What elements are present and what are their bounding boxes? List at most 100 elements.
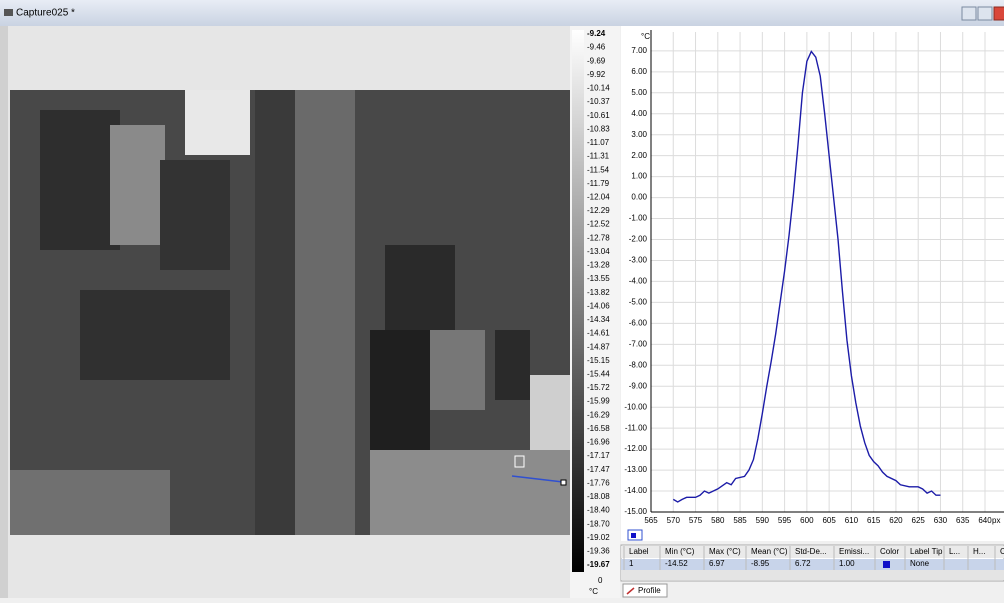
colorbar-label: -9.69: [587, 56, 606, 65]
tab-label: Profile: [638, 586, 661, 595]
y-tick-label: -9.00: [629, 381, 648, 390]
x-tick-label: 610: [845, 516, 859, 525]
y-tick-label: 6.00: [631, 67, 647, 76]
column-header: Color: [880, 547, 899, 556]
colorbar-label: -10.61: [587, 111, 610, 120]
colorbar-label: -17.47: [587, 465, 610, 474]
column-header: Label: [629, 547, 649, 556]
title-bar: [0, 0, 1004, 26]
y-tick-label: -13.00: [624, 465, 647, 474]
color-swatch: [883, 561, 890, 568]
y-tick-label: -1.00: [629, 214, 648, 223]
x-axis-label: px: [992, 516, 1000, 525]
colorbar-unit: °C: [589, 587, 598, 596]
y-tick-label: -12.00: [624, 444, 647, 453]
colorbar-label: -17.76: [587, 478, 610, 487]
colorbar-label: -14.87: [587, 342, 610, 351]
colorbar-label: -12.52: [587, 220, 610, 229]
colorbar-label: -18.70: [587, 519, 610, 528]
maximize-button[interactable]: [978, 7, 992, 20]
column-header: Min (°C): [665, 547, 695, 556]
panel-border: [0, 26, 8, 598]
column-header: Emissi...: [839, 547, 869, 556]
x-tick-label: 620: [889, 516, 903, 525]
y-tick-label: -4.00: [629, 277, 648, 286]
x-tick-label: 635: [956, 516, 970, 525]
column-header: Mean (°C): [751, 547, 788, 556]
colorbar-label: -12.04: [587, 192, 610, 201]
scrollbar[interactable]: [621, 570, 1004, 580]
column-header: Std-De...: [795, 547, 827, 556]
x-tick-label: 600: [800, 516, 814, 525]
colorbar-label: -15.99: [587, 397, 610, 406]
colorbar-label: -14.61: [587, 329, 610, 338]
colorbar-label: -11.79: [587, 179, 610, 188]
colorbar-label: -15.44: [587, 369, 610, 378]
x-tick-label: 570: [667, 516, 681, 525]
y-tick-label: 2.00: [631, 151, 647, 160]
y-tick-label: -6.00: [629, 318, 648, 327]
y-tick-label: 0.00: [631, 193, 647, 202]
column-header: L...: [949, 547, 960, 556]
x-tick-label: 565: [644, 516, 658, 525]
y-tick-label: 4.00: [631, 109, 647, 118]
table-cell: 6.97: [709, 559, 725, 568]
tab-strip: [621, 584, 1004, 598]
colorbar-label: -13.04: [587, 247, 610, 256]
x-tick-label: 640: [978, 516, 992, 525]
y-tick-label: -2.00: [629, 235, 648, 244]
x-tick-label: 615: [867, 516, 881, 525]
table-cell: -14.52: [665, 559, 688, 568]
colorbar-label: -12.78: [587, 233, 610, 242]
colorbar-label: -10.83: [587, 124, 610, 133]
app-window: Capture025 * -9.24-9.46-9.69-9.92-10.14-…: [0, 0, 1004, 598]
y-tick-label: -3.00: [629, 256, 648, 265]
chart-panel: [621, 26, 1004, 541]
y-tick-label: 3.00: [631, 130, 647, 139]
window-title: Capture025 *: [16, 8, 75, 19]
colorbar-label: -12.29: [587, 206, 610, 215]
minimize-button[interactable]: [962, 7, 976, 20]
y-tick-label: -14.00: [624, 486, 647, 495]
x-tick-label: 630: [934, 516, 948, 525]
x-tick-label: 605: [822, 516, 836, 525]
table-cell: 1.00: [839, 559, 855, 568]
y-tick-label: 1.00: [631, 172, 647, 181]
colorbar: [572, 30, 584, 572]
x-tick-label: 580: [711, 516, 725, 525]
y-tick-label: 5.00: [631, 88, 647, 97]
colorbar-label: -11.07: [587, 138, 610, 147]
table-cell: -8.95: [751, 559, 770, 568]
close-button[interactable]: [994, 7, 1004, 20]
y-axis-label: °C: [641, 32, 650, 41]
colorbar-label: -9.46: [587, 43, 606, 52]
y-tick-label: -10.00: [624, 402, 647, 411]
colorbar-label: -11.31: [587, 152, 610, 161]
colorbar-label: -18.08: [587, 492, 610, 501]
x-tick-label: 595: [778, 516, 792, 525]
y-tick-label: 7.00: [631, 46, 647, 55]
table-cell: 1: [629, 559, 634, 568]
colorbar-label: -16.29: [587, 410, 610, 419]
colorbar-label: -13.82: [587, 288, 610, 297]
colorbar-label: -16.96: [587, 438, 610, 447]
table-cell: None: [910, 559, 930, 568]
colorbar-label: -10.14: [587, 84, 610, 93]
colorbar-label: -17.17: [587, 451, 610, 460]
y-tick-label: -8.00: [629, 360, 648, 369]
y-tick-label: -15.00: [624, 507, 647, 516]
colorbar-label: -19.36: [587, 546, 610, 555]
colorbar-marker: 0: [598, 576, 603, 585]
column-header: C: [1000, 547, 1004, 556]
colorbar-label: -9.24: [587, 29, 606, 38]
thermal-image: [10, 90, 570, 535]
colorbar-label: -14.34: [587, 315, 610, 324]
x-tick-label: 590: [756, 516, 770, 525]
table-cell: 6.72: [795, 559, 811, 568]
app-icon: [4, 9, 13, 16]
colorbar-label: -10.37: [587, 97, 610, 106]
colorbar-label: -14.06: [587, 301, 610, 310]
y-tick-label: -11.00: [625, 423, 648, 432]
column-header: H...: [973, 547, 985, 556]
colorbar-label: -19.02: [587, 533, 610, 542]
